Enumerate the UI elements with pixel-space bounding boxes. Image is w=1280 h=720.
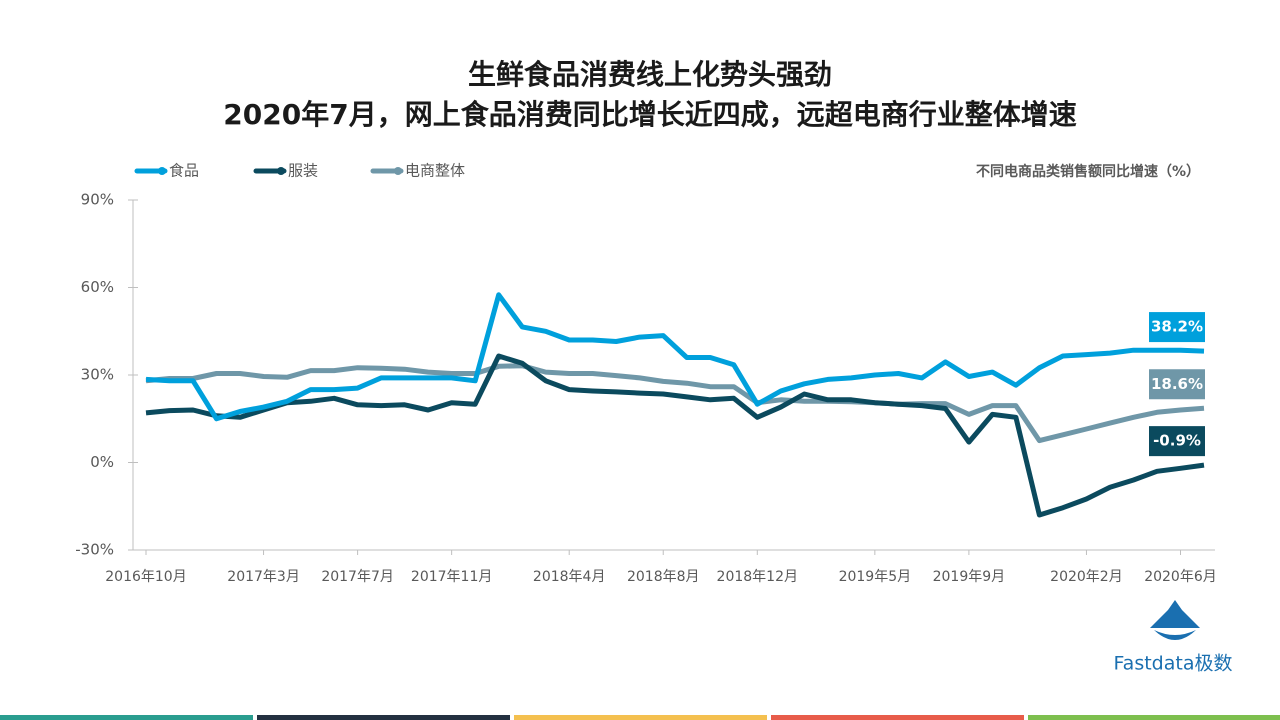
brand: Fastdata极数 — [1114, 653, 1233, 675]
x-tick-label: 2019年9月 — [933, 569, 1006, 585]
x-tick-label: 2018年8月 — [627, 569, 700, 585]
series-line — [145, 353, 1205, 518]
series-line — [145, 363, 1205, 444]
footer-bar — [771, 715, 1024, 720]
y-tick-label: 30% — [81, 366, 114, 384]
logo-mark-base — [1154, 630, 1196, 640]
series-line — [145, 292, 1205, 422]
value-label: 38.2% — [1151, 318, 1203, 336]
axis-note: 不同电商品类销售额同比增速（%） — [976, 163, 1200, 180]
x-tick-label: 2017年11月 — [411, 569, 492, 585]
legend-label: 食品 — [169, 162, 199, 180]
value-label-box — [1149, 426, 1205, 457]
value-label: 18.6% — [1151, 375, 1203, 393]
y-tick-label: 60% — [81, 278, 114, 296]
logo: Fastdata极数 — [1114, 600, 1233, 675]
chart-title: 生鲜食品消费线上化势头强劲 — [468, 58, 832, 91]
footer-bar — [1028, 715, 1280, 720]
y-tick-label: 0% — [90, 453, 114, 471]
footer-bar — [0, 715, 253, 720]
y-tick-label: 90% — [81, 191, 114, 209]
x-tick-label: 2016年10月 — [105, 569, 186, 585]
legend-label: 服装 — [288, 162, 318, 180]
value-label-box — [1149, 369, 1205, 400]
footer-bar — [514, 715, 767, 720]
legend-label: 电商整体 — [405, 162, 465, 180]
legend-dot — [158, 167, 166, 175]
value-label: -0.9% — [1153, 432, 1201, 450]
x-tick-label: 2017年7月 — [321, 569, 394, 585]
x-tick-label: 2020年2月 — [1050, 569, 1123, 585]
legend-dot — [277, 167, 285, 175]
value-label-box — [1149, 312, 1205, 343]
x-tick-label: 2020年6月 — [1144, 569, 1217, 585]
legend-dot — [394, 167, 402, 175]
x-tick-label: 2018年12月 — [717, 569, 798, 585]
logo-mark — [1150, 600, 1200, 628]
x-tick-label: 2017年3月 — [227, 569, 300, 585]
chart-subtitle: 2020年7月，网上食品消费同比增长近四成，远超电商行业整体增速 — [223, 98, 1076, 131]
footer-bar — [257, 715, 510, 720]
y-tick-label: -30% — [75, 541, 114, 559]
x-tick-label: 2018年4月 — [533, 569, 606, 585]
x-tick-label: 2019年5月 — [839, 569, 912, 585]
